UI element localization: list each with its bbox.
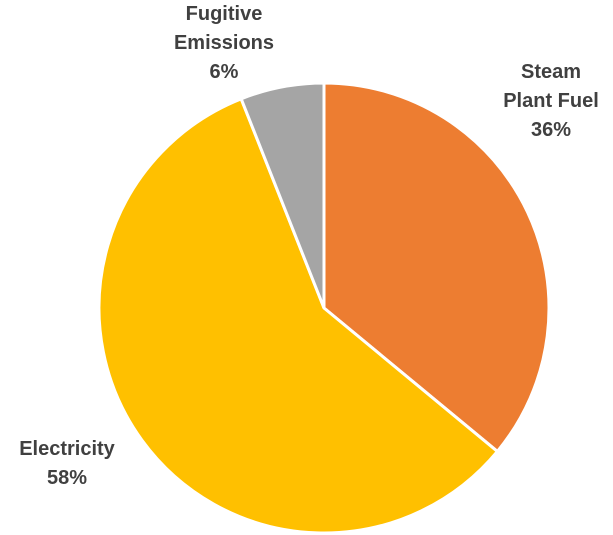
data-label-fugitive-emissions: Fugitive Emissions 6% bbox=[174, 3, 274, 83]
pie-slice-fugitive-emissions bbox=[239, 81, 326, 310]
pie-slice-steam-plant-fuel bbox=[322, 81, 551, 453]
data-label-steam-plant-fuel: Steam Plant Fuel 36% bbox=[503, 61, 599, 141]
data-label-value: 36% bbox=[531, 119, 571, 141]
data-label-category: Plant Fuel bbox=[503, 90, 599, 112]
slices-layer bbox=[97, 81, 551, 535]
data-label-category: Fugitive bbox=[186, 3, 263, 25]
data-label-value: 6% bbox=[210, 61, 239, 83]
data-label-category: Steam bbox=[521, 61, 581, 83]
data-label-electricity: Electricity 58% bbox=[19, 438, 115, 489]
data-label-category: Electricity bbox=[19, 438, 115, 460]
pie-slice-electricity bbox=[97, 97, 499, 535]
labels-layer: Steam Plant Fuel 36% Electricity 58% Fugitive… bbox=[19, 3, 599, 489]
data-label-category: Emissions bbox=[174, 32, 274, 54]
data-label-value: 58% bbox=[47, 467, 87, 489]
